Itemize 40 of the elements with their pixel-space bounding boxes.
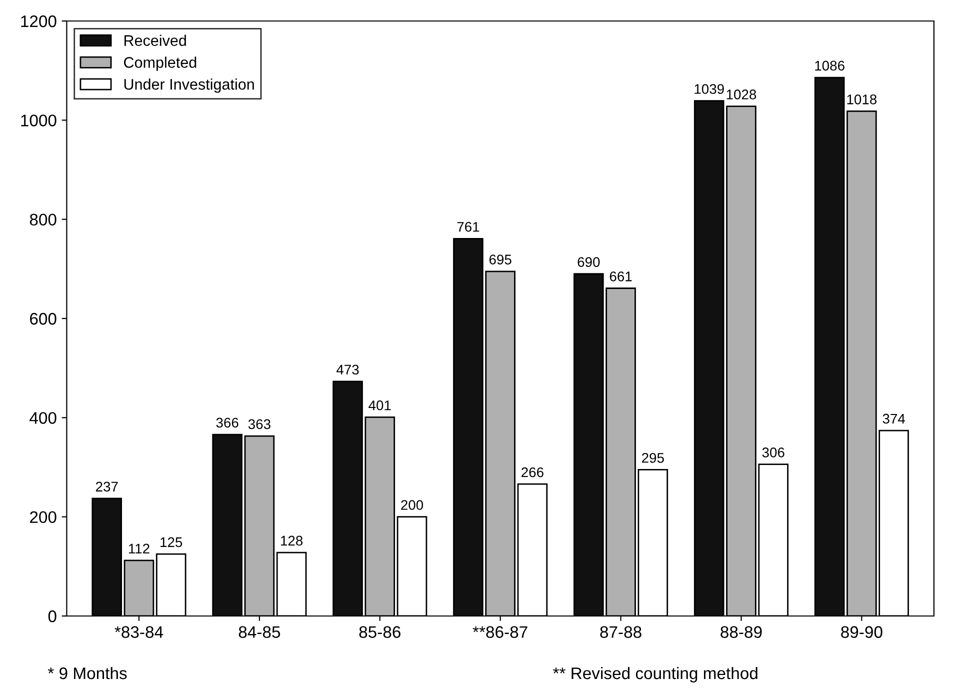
data-label: 761 bbox=[457, 222, 480, 232]
x-tick-label: 88-89 bbox=[720, 626, 762, 638]
data-label: 1028 bbox=[726, 90, 756, 100]
data-label: 690 bbox=[578, 257, 600, 267]
data-label: 661 bbox=[610, 272, 632, 282]
data-label: 200 bbox=[401, 500, 424, 510]
x-tick-label: 85-86 bbox=[359, 626, 400, 638]
legend-label: Received bbox=[124, 34, 186, 46]
y-tick-label: 200 bbox=[30, 511, 56, 524]
legend-label: Completed bbox=[124, 56, 196, 71]
data-label: 363 bbox=[248, 419, 270, 430]
data-label: 473 bbox=[336, 364, 359, 375]
x-tick-label: 87-88 bbox=[600, 626, 642, 638]
data-label: 306 bbox=[762, 448, 784, 458]
x-tick-label: *83-84 bbox=[114, 626, 164, 638]
data-label: 1018 bbox=[847, 94, 877, 104]
y-tick-label: 400 bbox=[30, 412, 56, 424]
data-label: 695 bbox=[489, 254, 512, 264]
data-label: 366 bbox=[216, 418, 238, 428]
data-label: 295 bbox=[642, 452, 664, 463]
data-label: 266 bbox=[522, 467, 544, 478]
x-tick-label: 84-85 bbox=[238, 626, 280, 638]
data-label: 125 bbox=[160, 537, 182, 548]
y-tick-label: 1200 bbox=[21, 15, 56, 28]
data-label: 128 bbox=[281, 536, 303, 546]
x-tick-label: 89-90 bbox=[841, 626, 882, 638]
text: * 9 Months bbox=[48, 666, 127, 680]
data-label: 1086 bbox=[815, 60, 844, 71]
y-tick-label: 800 bbox=[30, 214, 56, 226]
x-tick-label: **86-87 bbox=[472, 626, 528, 638]
data-label: 237 bbox=[96, 482, 118, 492]
y-tick-label: 1000 bbox=[21, 114, 56, 126]
data-label: 112 bbox=[128, 544, 150, 554]
y-tick-label: 0 bbox=[48, 610, 56, 622]
data-label: 374 bbox=[882, 414, 905, 424]
data-label: 401 bbox=[368, 400, 391, 410]
data-label: 1039 bbox=[694, 84, 724, 94]
text: ** Revised counting method bbox=[553, 666, 758, 682]
legend-label: Under Investigation bbox=[124, 78, 254, 93]
y-tick-label: 600 bbox=[30, 312, 56, 325]
